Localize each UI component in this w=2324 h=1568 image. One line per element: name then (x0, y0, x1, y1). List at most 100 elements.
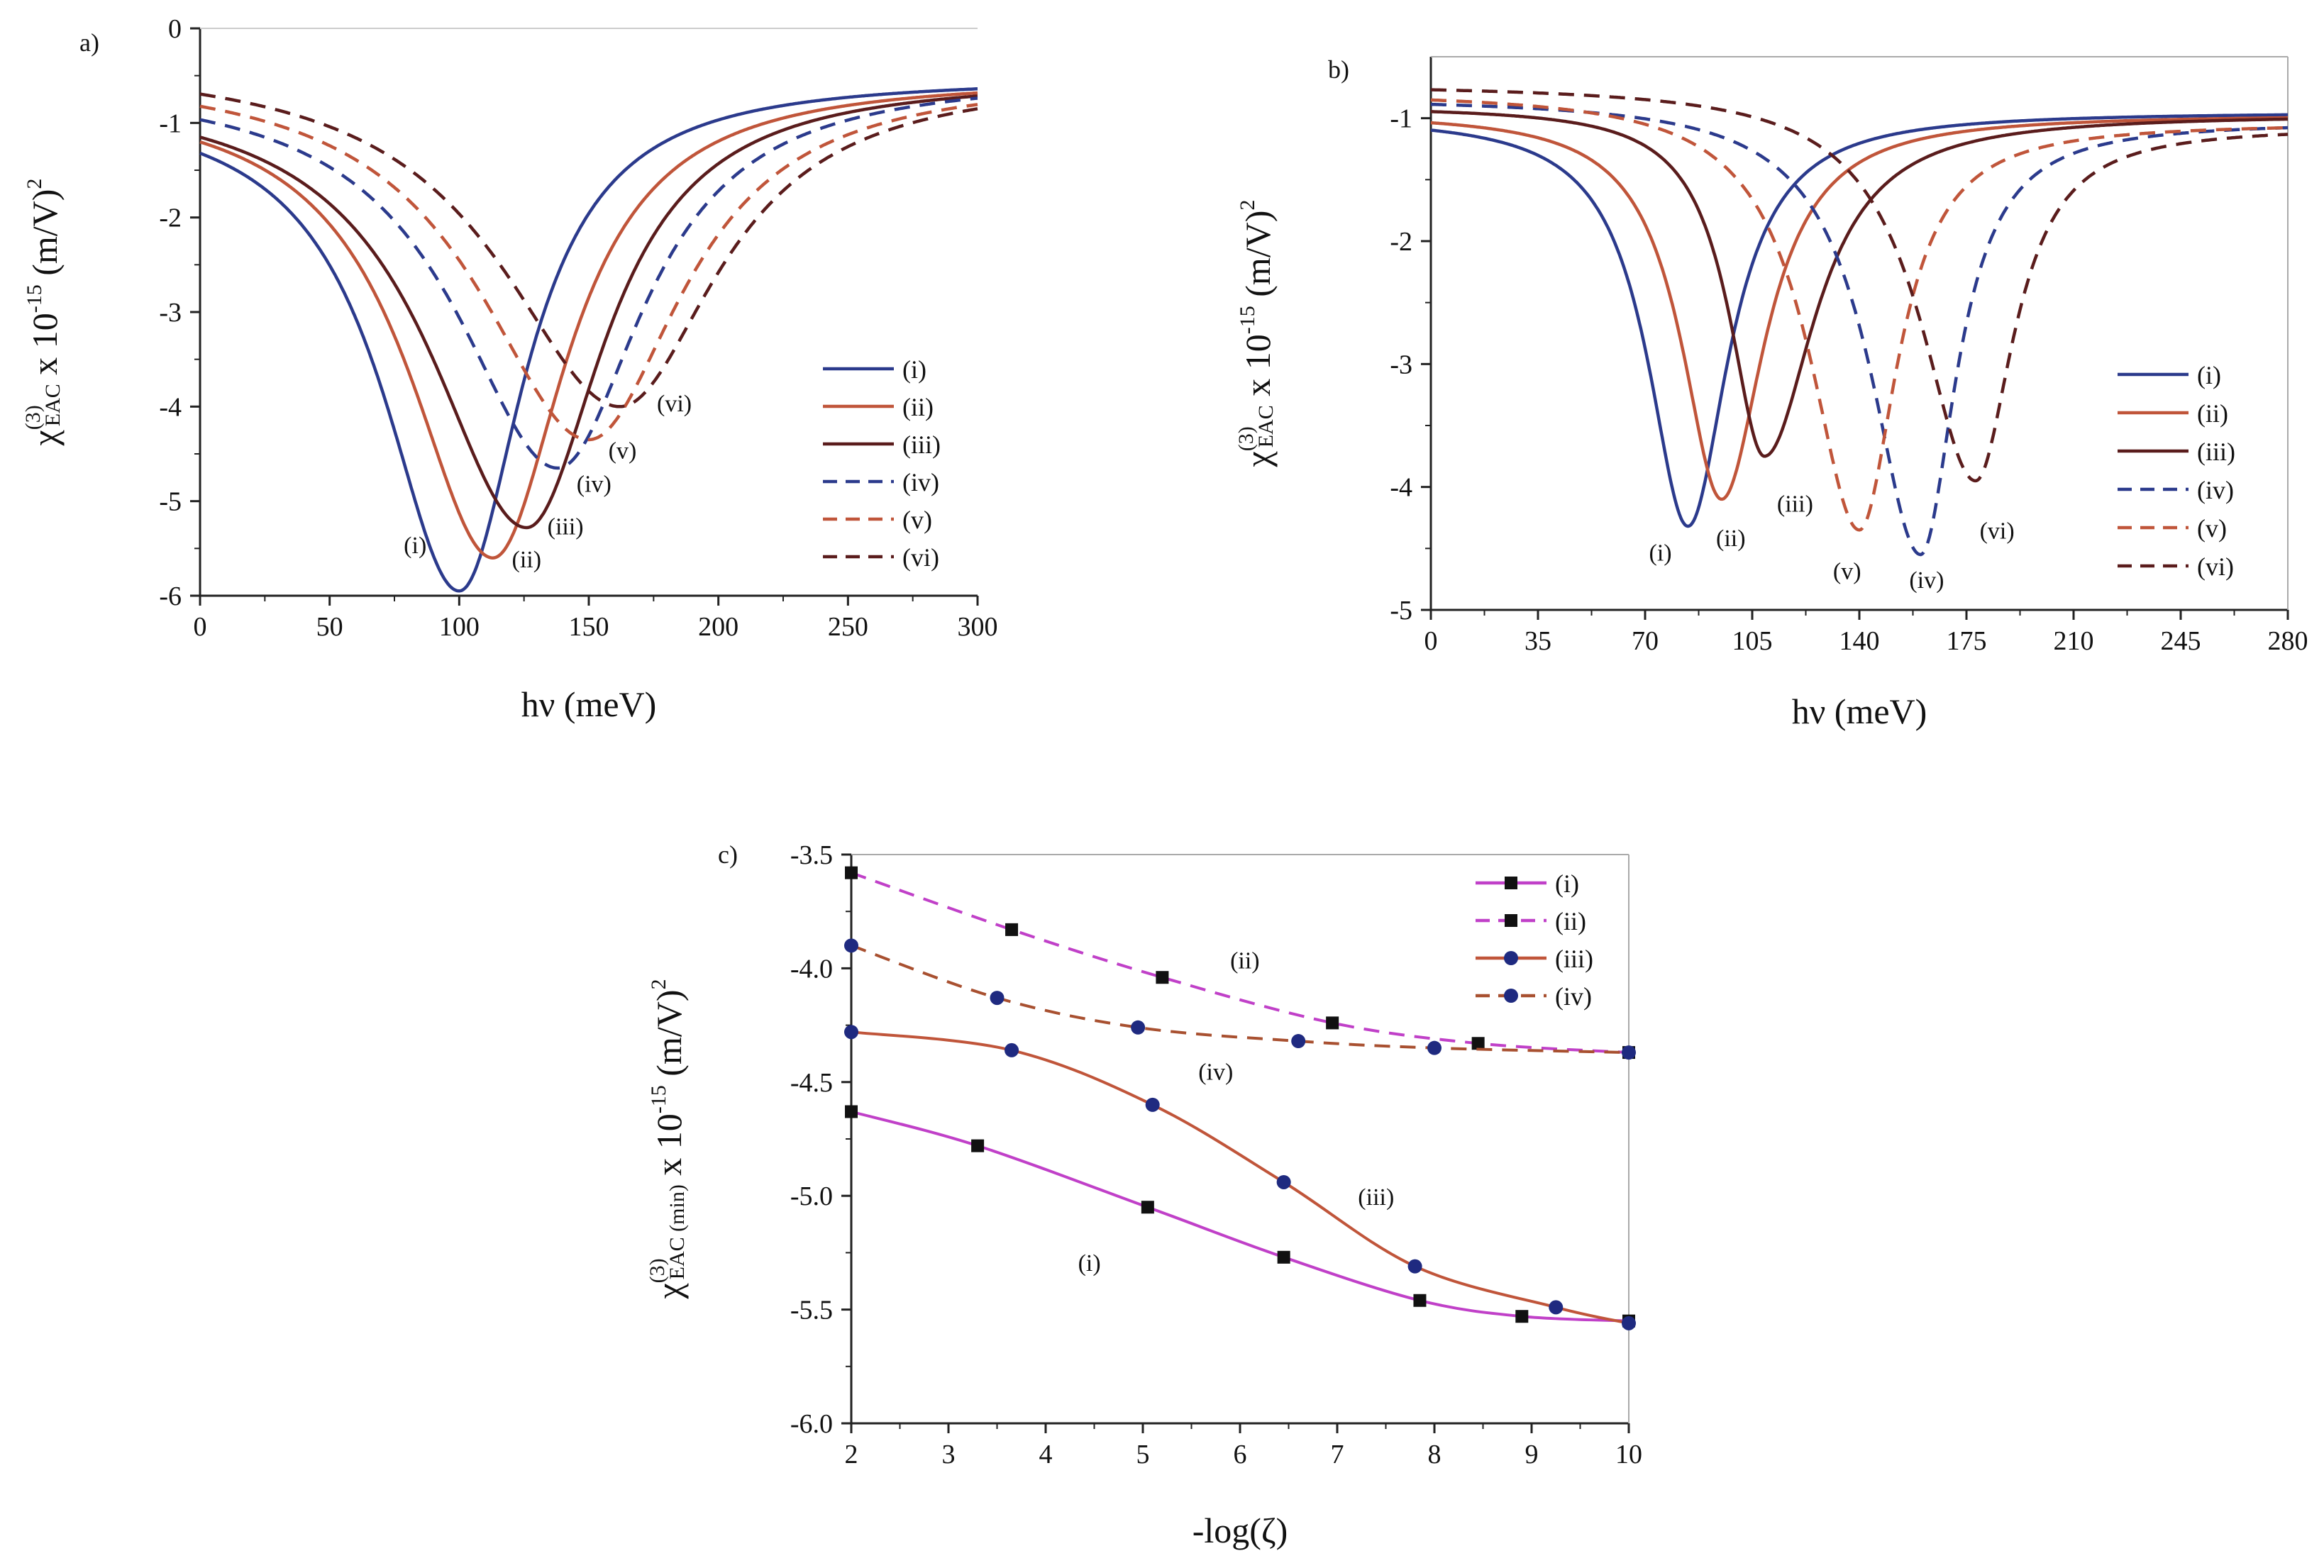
x-tick-label: 6 (1234, 1440, 1247, 1469)
data-point-square (845, 866, 858, 879)
y-axis-label-part: x 10 (25, 313, 65, 384)
y-tick-label: -1 (159, 109, 182, 138)
data-point-circle (1407, 1259, 1422, 1274)
series-b-0: (i) (1430, 113, 2288, 567)
y-axis-label-part: (m/V) (649, 989, 689, 1085)
data-point-square (845, 1105, 858, 1118)
data-point-circle (1276, 1174, 1291, 1189)
data-point-circle (844, 938, 858, 953)
legend-label: (ii) (902, 393, 934, 421)
curve-annotation: (ii) (1716, 526, 1746, 552)
y-tick-label: -6.0 (790, 1409, 833, 1439)
x-tick-label: 9 (1525, 1440, 1539, 1469)
y-axis-label-part: x 10 (1238, 334, 1278, 405)
x-tick-label: 175 (1947, 626, 1987, 656)
y-axis-label-part: EAC (1254, 405, 1278, 447)
y-tick-label: -3.5 (790, 840, 833, 870)
data-point-square (1141, 1201, 1154, 1214)
legend-label: (iv) (1555, 982, 1592, 1011)
x-tick-label: 5 (1136, 1440, 1150, 1469)
y-axis-label-part: -15 (23, 284, 46, 313)
series-c-3: (iv) (844, 938, 1636, 1086)
x-tick-label: 4 (1039, 1440, 1053, 1469)
curve-annotation: (vi) (1980, 518, 2015, 544)
series-a-4: (v) (199, 103, 978, 465)
data-point-circle (1145, 1097, 1160, 1112)
y-tick-label: -5 (159, 487, 182, 517)
x-tick-label: 100 (439, 612, 480, 642)
legend-label: (iv) (902, 468, 939, 496)
series-line (1430, 113, 2288, 528)
legend-marker-circle (1504, 951, 1518, 965)
legend-label: (iv) (2197, 476, 2234, 504)
series-b-5: (vi) (1431, 88, 2289, 544)
series-line (199, 91, 978, 560)
curve-annotation: (vi) (657, 391, 692, 417)
x-tick-label: 7 (1331, 1440, 1344, 1469)
series-a-2: (iii) (199, 94, 978, 540)
curve-annotation: (iv) (1198, 1060, 1233, 1086)
curve-annotation: (ii) (512, 547, 542, 573)
panel-label: a) (79, 28, 99, 57)
y-axis-label-part: -15 (1236, 306, 1259, 334)
x-tick-label: 250 (828, 612, 868, 642)
chart-panel-c: 2 3 4 5 6 7 8 9 10 -3.5 -4.0 -4.5 -5.0 -5.5 -6.0 c) -log… (646, 840, 1642, 1550)
data-point-circle (1549, 1300, 1564, 1315)
legend-label: (v) (2197, 514, 2227, 543)
series-c-1: (ii) (845, 866, 1635, 1060)
panel-label: b) (1328, 55, 1349, 84)
series-line (1430, 102, 2288, 557)
y-axis-label-part: χ (25, 430, 65, 446)
y-axis-label-part: 2 (1236, 200, 1259, 211)
y-axis-label: χ(3)EAC (min) x 10-15 (m/V)2 (646, 979, 689, 1299)
series-line (1430, 116, 2288, 501)
curve-annotation: (iii) (1777, 491, 1813, 517)
curve-annotation: (iii) (548, 513, 584, 540)
series-b-3: (iv) (1430, 102, 2288, 594)
data-point-circle (844, 1025, 858, 1040)
series-a-3: (iv) (199, 96, 978, 497)
data-point-circle (1427, 1040, 1442, 1055)
y-axis-label-part: 2 (23, 179, 46, 189)
x-tick-label: 0 (194, 612, 207, 642)
series-line (199, 96, 978, 470)
x-tick-label: 280 (2268, 626, 2308, 656)
x-axis-label: -log(ζ) (1193, 1511, 1288, 1550)
series-c-0: (i) (845, 1105, 1635, 1328)
y-tick-label: -2 (1390, 227, 1412, 257)
legend-marker-square (1505, 877, 1517, 889)
x-tick-label: 8 (1428, 1440, 1442, 1469)
legend-label: (v) (902, 506, 932, 534)
y-tick-label: -4 (159, 392, 182, 422)
legend-label: (iii) (2197, 438, 2235, 466)
data-point-circle (990, 991, 1005, 1006)
legend-marker-square (1505, 914, 1517, 927)
curve-annotation: (i) (1649, 540, 1672, 567)
series-line (1431, 110, 2288, 458)
data-point-square (1277, 1250, 1290, 1264)
series-line (851, 944, 1629, 1055)
curve-annotation: (v) (1833, 559, 1861, 585)
series-b-4: (v) (1430, 98, 2289, 585)
data-point-circle (1291, 1034, 1306, 1049)
curve-annotation: (iv) (577, 471, 612, 497)
y-tick-label: -4.5 (790, 1068, 833, 1098)
series-a-0: (i) (199, 87, 978, 593)
data-point-circle (1622, 1316, 1636, 1330)
panel-label: c) (718, 840, 738, 869)
y-axis-label: χ(3)EAC x 10-15 (m/V)2 (1234, 200, 1278, 468)
legend-label: (vi) (902, 543, 939, 572)
y-tick-label: 0 (168, 14, 182, 44)
y-axis-label-part: (3) (1234, 426, 1258, 451)
y-tick-label: -4.0 (790, 954, 833, 984)
y-axis-label: χ(3)EAC x 10-15 (m/V)2 (21, 179, 65, 447)
legend-label: (iii) (902, 430, 941, 459)
series-line (199, 92, 978, 408)
x-tick-label: 210 (2054, 626, 2094, 656)
y-axis-label-part: EAC (min) (665, 1184, 689, 1279)
curve-annotation: (iii) (1358, 1184, 1394, 1211)
y-axis-label-part: (3) (21, 405, 45, 430)
x-tick-label: 105 (1732, 626, 1773, 656)
data-point-square (1326, 1016, 1339, 1030)
